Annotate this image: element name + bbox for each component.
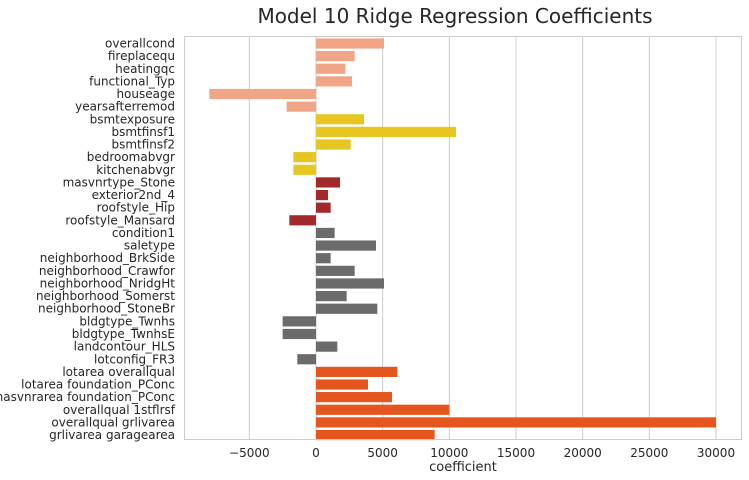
y-tick-label: saletype bbox=[124, 239, 175, 253]
y-tick-label: lotarea foundation_PConc bbox=[21, 378, 175, 392]
y-tick-label: lotconfig_FR3 bbox=[94, 352, 175, 366]
y-tick-label: fireplacequ bbox=[108, 49, 175, 63]
bar bbox=[293, 164, 316, 175]
y-tick-label: neighborhood_StoneBr bbox=[38, 302, 175, 316]
bar bbox=[316, 177, 340, 188]
y-tick-label: kitchenabvgr bbox=[96, 163, 175, 177]
y-tick-label: roofstyle_Hip bbox=[97, 201, 175, 215]
x-tick-label: 0 bbox=[312, 446, 320, 460]
y-tick-label: bedroomabvgr bbox=[87, 150, 175, 164]
bar bbox=[316, 253, 331, 264]
y-tick-label: heatingqc bbox=[115, 62, 175, 76]
y-tick-label: landcontour_HLS bbox=[74, 340, 175, 354]
y-tick-label: exterior2nd_4 bbox=[92, 188, 175, 202]
y-tick-label: overallqual 1stflrsf bbox=[63, 403, 176, 417]
x-tick-label: 10000 bbox=[430, 446, 468, 460]
x-tick-labels: −5000 0 5000 10000 15000 20000 25000 30000 bbox=[229, 446, 735, 460]
bar bbox=[316, 227, 335, 239]
bar bbox=[316, 63, 346, 74]
x-axis-label: coefficient bbox=[429, 460, 497, 475]
bar bbox=[316, 366, 398, 377]
y-tick-label: condition1 bbox=[112, 226, 175, 240]
x-tick-label: 25000 bbox=[630, 446, 668, 460]
chart-title: Model 10 Ridge Regression Coefficients bbox=[257, 4, 652, 28]
bar bbox=[316, 417, 716, 428]
y-tick-label: roofstyle_Mansard bbox=[65, 213, 175, 227]
bar bbox=[286, 101, 316, 112]
y-tick-label: masvnrarea foundation_PConc bbox=[0, 390, 175, 404]
y-tick-label: bldgtype_TwnhsE bbox=[72, 327, 175, 341]
bar bbox=[297, 354, 316, 365]
bar bbox=[316, 265, 355, 276]
bar bbox=[316, 392, 392, 403]
bar bbox=[316, 51, 355, 62]
y-tick-label: functional_Typ bbox=[89, 74, 175, 88]
bar bbox=[316, 303, 378, 314]
y-tick-label: neighborhood_NridgHt bbox=[40, 276, 176, 290]
y-tick-label: bsmtfinsf1 bbox=[111, 125, 175, 139]
bar bbox=[316, 76, 352, 87]
plot-frame bbox=[184, 36, 742, 440]
bar bbox=[316, 291, 347, 302]
x-tick-label: 20000 bbox=[564, 446, 602, 460]
bar bbox=[282, 316, 316, 327]
y-tick-label: bsmtfinsf2 bbox=[111, 138, 175, 152]
y-tick-label: masvnrtype_Stone bbox=[63, 175, 175, 189]
x-tick-label: 15000 bbox=[497, 446, 535, 460]
y-tick-label: neighborhood_Somerst bbox=[36, 289, 175, 303]
bar bbox=[293, 152, 316, 163]
bar bbox=[316, 429, 435, 441]
bar bbox=[316, 38, 384, 49]
bar bbox=[282, 328, 316, 340]
y-tick-label: neighborhood_Crawfor bbox=[39, 264, 175, 278]
x-tick-label: 5000 bbox=[367, 446, 398, 460]
y-tick-label: bldgtype_Twnhs bbox=[79, 314, 175, 328]
x-tick-label: 30000 bbox=[697, 446, 735, 460]
x-tick-label: −5000 bbox=[229, 446, 270, 460]
y-tick-label: bsmtexposure bbox=[90, 112, 175, 126]
bar bbox=[316, 139, 351, 150]
bar bbox=[316, 404, 450, 415]
bar bbox=[316, 114, 364, 125]
bar bbox=[209, 88, 316, 100]
y-tick-label: overallcond bbox=[105, 37, 175, 51]
bar bbox=[316, 126, 456, 138]
bar bbox=[316, 341, 338, 352]
y-tick-label: overallqual grlivarea bbox=[51, 415, 175, 429]
y-tick-label: lotarea overallqual bbox=[62, 365, 175, 379]
y-tick-label: grlivarea garagearea bbox=[49, 428, 175, 442]
bars bbox=[209, 38, 716, 441]
bar bbox=[316, 202, 331, 213]
bar bbox=[316, 240, 376, 251]
y-tick-label: neighborhood_BrkSide bbox=[40, 251, 175, 265]
bar bbox=[289, 215, 316, 226]
y-tick-label: houseage bbox=[116, 87, 175, 101]
y-tick-label: yearsafterremod bbox=[75, 100, 175, 114]
bar bbox=[316, 189, 328, 201]
bar bbox=[316, 379, 368, 390]
bar bbox=[316, 278, 384, 289]
y-tick-labels: overallcondfireplacequheatingqcfunctiona… bbox=[0, 37, 176, 443]
